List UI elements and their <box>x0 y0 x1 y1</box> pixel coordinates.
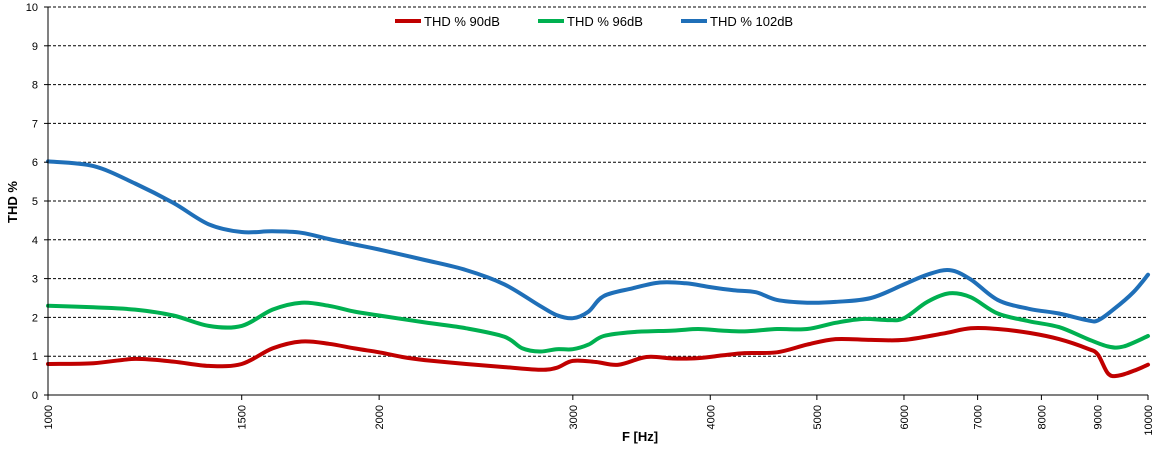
y-tick-label: 5 <box>32 196 38 208</box>
y-tick-label: 9 <box>32 41 38 53</box>
x-tick-label: 10000 <box>1143 405 1155 436</box>
y-tick-label: 0 <box>32 390 38 402</box>
y-tick-label: 7 <box>32 118 38 130</box>
y-tick-label: 3 <box>32 274 38 286</box>
series-lines <box>46 159 1150 379</box>
y-tick-label: 8 <box>32 80 38 92</box>
legend-label-1: THD % 90dB <box>424 14 500 29</box>
x-tick-label: 1500 <box>237 405 249 429</box>
series-line-1 <box>46 325 1150 379</box>
series-line-2 <box>46 291 1150 354</box>
legend-label-3: THD % 102dB <box>710 14 793 29</box>
legend-label-2: THD % 96dB <box>567 14 643 29</box>
x-axis-title: F [Hz] <box>622 429 658 444</box>
x-tick-label: 2000 <box>374 405 386 429</box>
x-tick-label: 1000 <box>43 405 55 429</box>
grid-lines <box>48 6 1148 357</box>
x-tick-labels: 1000 1500 2000 3000 4000 5000 6000 7000 8000 9000… <box>43 405 1155 436</box>
x-tick-label: 6000 <box>899 405 911 429</box>
y-tick-label: 4 <box>32 235 38 247</box>
x-tick-label: 3000 <box>568 405 580 429</box>
x-tick-label: 7000 <box>973 405 985 429</box>
x-tick-label: 4000 <box>705 405 717 429</box>
y-tick-label: 2 <box>32 312 38 324</box>
y-tick-labels: 0 1 2 3 4 5 6 7 8 9 10 <box>26 2 38 402</box>
y-tick-label: 6 <box>32 157 38 169</box>
y-tick-label: 10 <box>26 2 38 14</box>
x-tick-label: 8000 <box>1036 405 1048 429</box>
x-tick-label: 9000 <box>1093 405 1105 429</box>
y-tick-label: 1 <box>32 351 38 363</box>
legend: THD % 90dB THD % 96dB THD % 102dB <box>395 14 793 29</box>
x-tick-label: 5000 <box>812 405 824 429</box>
y-axis-title: THD % <box>5 181 20 223</box>
series-line-3 <box>46 159 1150 324</box>
axes <box>44 6 1149 400</box>
